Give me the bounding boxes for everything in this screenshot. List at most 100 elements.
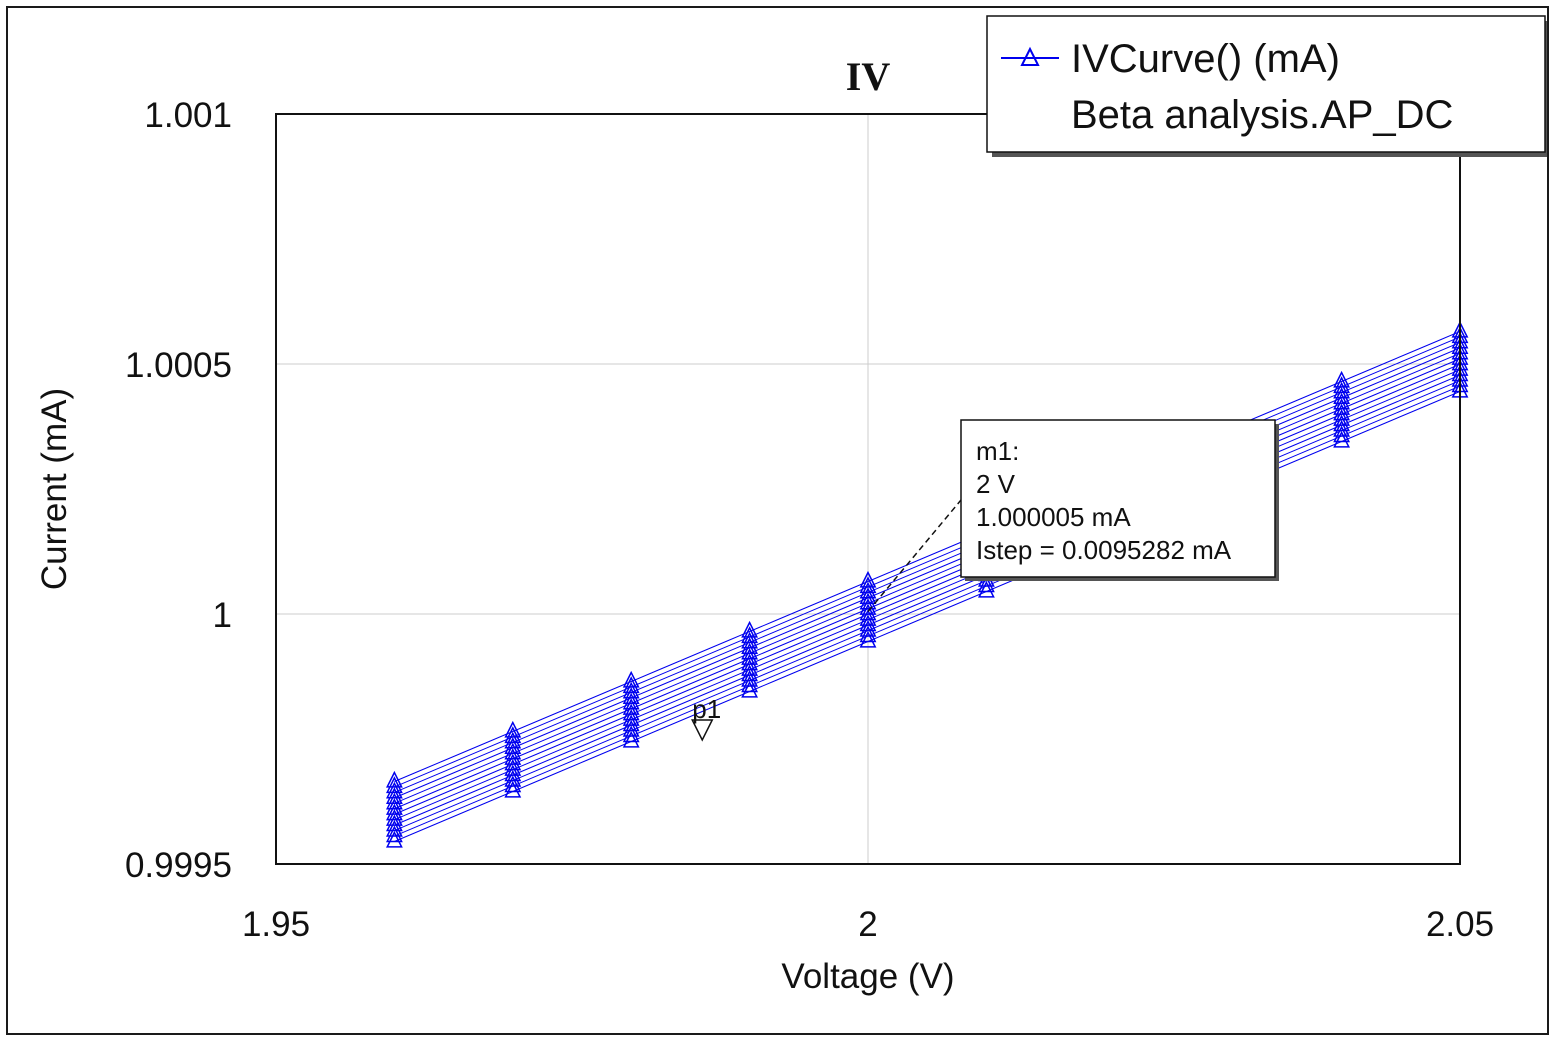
data-point-marker xyxy=(977,580,995,598)
iv-sweep-line xyxy=(394,374,1460,826)
data-point-marker xyxy=(622,709,640,726)
y-tick-label: 1.0005 xyxy=(125,346,232,385)
p1-marker-triangle[interactable] xyxy=(691,719,714,742)
data-point-marker xyxy=(385,770,403,788)
axis-ticks: 1.95 2 2.05 0.9995 1 1.0005 1.001 xyxy=(125,96,1494,944)
data-point-marker xyxy=(859,570,877,588)
data-point-marker xyxy=(622,698,640,715)
data-point-marker xyxy=(1333,409,1351,426)
data-point-marker xyxy=(859,576,877,594)
data-point-marker xyxy=(385,825,403,843)
data-point-marker xyxy=(1333,398,1351,415)
iv-sweep-line xyxy=(394,369,1460,821)
iv-sweep-line xyxy=(394,331,1460,782)
data-point-marker xyxy=(859,581,877,599)
data-point-marker xyxy=(385,803,403,821)
m1-marker[interactable]: m1: 2 V 1.000005 mA Istep = 0.0095282 mA xyxy=(867,419,1279,612)
data-point-marker xyxy=(385,809,403,826)
data-point-marker xyxy=(859,587,877,605)
x-tick-label: 2 xyxy=(858,905,877,944)
data-point-marker xyxy=(741,631,759,649)
p1-marker-label: p1 xyxy=(692,694,721,724)
x-tick-label: 1.95 xyxy=(242,905,310,944)
x-axis-title: Voltage (V) xyxy=(781,957,954,996)
data-point-marker xyxy=(622,692,640,710)
iv-sweep-line xyxy=(394,380,1460,832)
iv-sweep-line xyxy=(394,341,1460,793)
legend[interactable]: IVCurve() (mA) Beta analysis.AP_DC xyxy=(986,15,1547,157)
data-point-marker xyxy=(622,681,640,699)
data-point-marker xyxy=(859,625,877,643)
grid-lines xyxy=(276,114,1460,864)
data-point-marker xyxy=(741,637,759,655)
iv-sweep-line xyxy=(394,385,1460,837)
data-point-marker xyxy=(504,742,522,760)
y-tick-label: 0.9995 xyxy=(125,846,232,885)
legend-series-label: IVCurve() (mA) xyxy=(1071,37,1340,81)
data-markers xyxy=(385,320,1469,848)
data-point-marker xyxy=(741,664,759,682)
data-point-marker xyxy=(385,830,403,848)
data-point-marker xyxy=(741,653,759,671)
m1-voltage: 2 V xyxy=(976,469,1016,499)
iv-sweep-line xyxy=(394,391,1460,842)
data-point-marker xyxy=(1333,392,1351,410)
data-point-marker xyxy=(741,648,759,665)
data-point-marker xyxy=(385,814,403,832)
data-point-marker xyxy=(385,781,403,799)
data-point-marker xyxy=(859,592,877,610)
iv-sweep-line xyxy=(394,352,1460,804)
p1-marker[interactable]: p1 xyxy=(691,694,721,742)
data-point-marker xyxy=(1333,414,1351,432)
data-point-marker xyxy=(859,619,877,637)
data-point-marker xyxy=(741,642,759,660)
data-point-marker xyxy=(1333,376,1351,394)
data-point-marker xyxy=(622,725,640,743)
data-point-marker xyxy=(859,603,877,621)
data-point-marker xyxy=(385,787,403,805)
data-point-marker xyxy=(622,719,640,737)
iv-sweep-line xyxy=(394,347,1460,799)
data-point-marker xyxy=(504,764,522,782)
data-point-marker xyxy=(622,676,640,694)
data-point-marker xyxy=(741,620,759,638)
data-point-marker xyxy=(741,626,759,644)
data-point-marker xyxy=(385,792,403,810)
data-point-marker xyxy=(622,703,640,721)
legend-box[interactable] xyxy=(986,15,1546,153)
iv-curves xyxy=(394,331,1460,842)
m1-current: 1.000005 mA xyxy=(976,502,1131,532)
data-point-marker xyxy=(622,714,640,732)
m1-istep: Istep = 0.0095282 mA xyxy=(976,535,1232,565)
x-tick-label: 2.05 xyxy=(1426,905,1494,944)
data-point-marker xyxy=(741,659,759,676)
legend-triangle-icon xyxy=(1020,46,1040,66)
data-point-marker xyxy=(1333,403,1351,421)
data-point-marker xyxy=(741,669,759,687)
iv-sweep-line xyxy=(394,358,1460,810)
data-point-marker xyxy=(622,670,640,688)
plot-window: 1.95 2 2.05 0.9995 1 1.0005 1.001 IV Voltage (… xyxy=(6,6,1549,1035)
data-point-marker xyxy=(859,614,877,632)
y-axis-title: Current (mA) xyxy=(35,388,74,590)
data-point-marker xyxy=(977,575,995,593)
data-point-marker xyxy=(622,730,640,748)
data-point-marker xyxy=(385,776,403,794)
data-point-marker xyxy=(385,819,403,837)
data-point-marker xyxy=(504,780,522,798)
data-point-marker xyxy=(1333,387,1351,405)
data-point-marker xyxy=(1333,430,1351,448)
data-point-marker xyxy=(504,731,522,749)
data-point-marker xyxy=(504,775,522,793)
data-point-marker xyxy=(859,630,877,648)
iv-chart: 1.95 2 2.05 0.9995 1 1.0005 1.001 IV Voltage (… xyxy=(35,15,1547,996)
m1-readout-box[interactable] xyxy=(960,419,1276,578)
data-point-marker xyxy=(622,687,640,705)
data-point-marker xyxy=(385,798,403,815)
data-point-marker xyxy=(741,680,759,698)
data-point-marker xyxy=(859,609,877,626)
y-tick-label: 1 xyxy=(213,596,232,635)
iv-sweep-line xyxy=(394,363,1460,815)
chart-title: IV xyxy=(846,54,891,99)
data-point-marker xyxy=(504,769,522,787)
